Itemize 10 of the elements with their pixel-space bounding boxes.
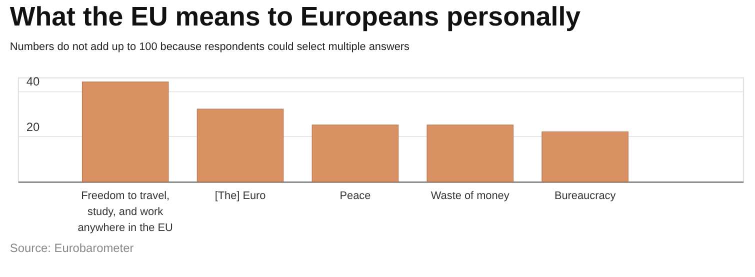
chart-subtitle: Numbers do not add up to 100 because respondents could select multiple answers [10,41,410,54]
x-tick-label: Freedom to travel, study, and work anywhere in the EU [78,190,174,234]
y-tick-label: 20 [26,120,40,134]
x-tick-label: Bureaucracy [554,190,616,202]
chart-title: What the EU means to Europeans personally [10,1,581,32]
x-tick-label: Waste of money [430,190,510,202]
x-tick-label: [The] Euro [214,190,266,202]
y-tick-label: 40 [26,74,40,88]
source-note: Source: Eurobarometer [10,241,134,256]
x-tick-label: Peace [340,190,371,202]
